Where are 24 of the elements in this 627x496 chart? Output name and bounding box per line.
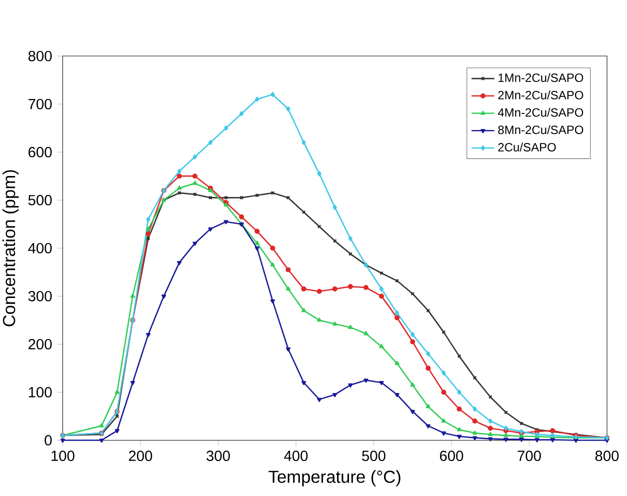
legend-label: 2Cu/SAPO	[498, 142, 556, 152]
x-tick-label: 500	[362, 450, 386, 461]
x-tick-label: 600	[440, 450, 464, 461]
x-tick-label: 700	[518, 450, 541, 461]
legend-label: 4Mn-2Cu/SAPO	[498, 108, 584, 117]
y-tick-label: 800	[28, 50, 52, 62]
y-tick-label: 0	[44, 434, 52, 446]
x-tick-label: 400	[284, 450, 308, 461]
x-tick-label: 300	[206, 450, 230, 461]
x-tick-label: 100	[52, 450, 74, 461]
y-tick-label: 400	[28, 242, 52, 254]
legend-label: 2Mn-2Cu/SAPO	[498, 90, 584, 100]
x-axis-title: Temperature (°C)	[268, 470, 400, 486]
y-tick-label: 100	[28, 386, 52, 398]
y-tick-label: 600	[28, 146, 52, 158]
y-tick-label: 200	[28, 338, 52, 350]
y-tick-label: 300	[28, 290, 52, 302]
x-tick-label: 800	[595, 450, 619, 461]
y-tick-label: 500	[28, 194, 52, 206]
y-tick-label: 700	[28, 98, 52, 110]
legend-label: 1Mn-2Cu/SAPO	[498, 73, 584, 82]
legend-label: 8Mn-2Cu/SAPO	[498, 125, 584, 134]
x-tick-label: 200	[128, 450, 152, 461]
y-axis-title: Concentration (ppm)	[2, 170, 19, 326]
